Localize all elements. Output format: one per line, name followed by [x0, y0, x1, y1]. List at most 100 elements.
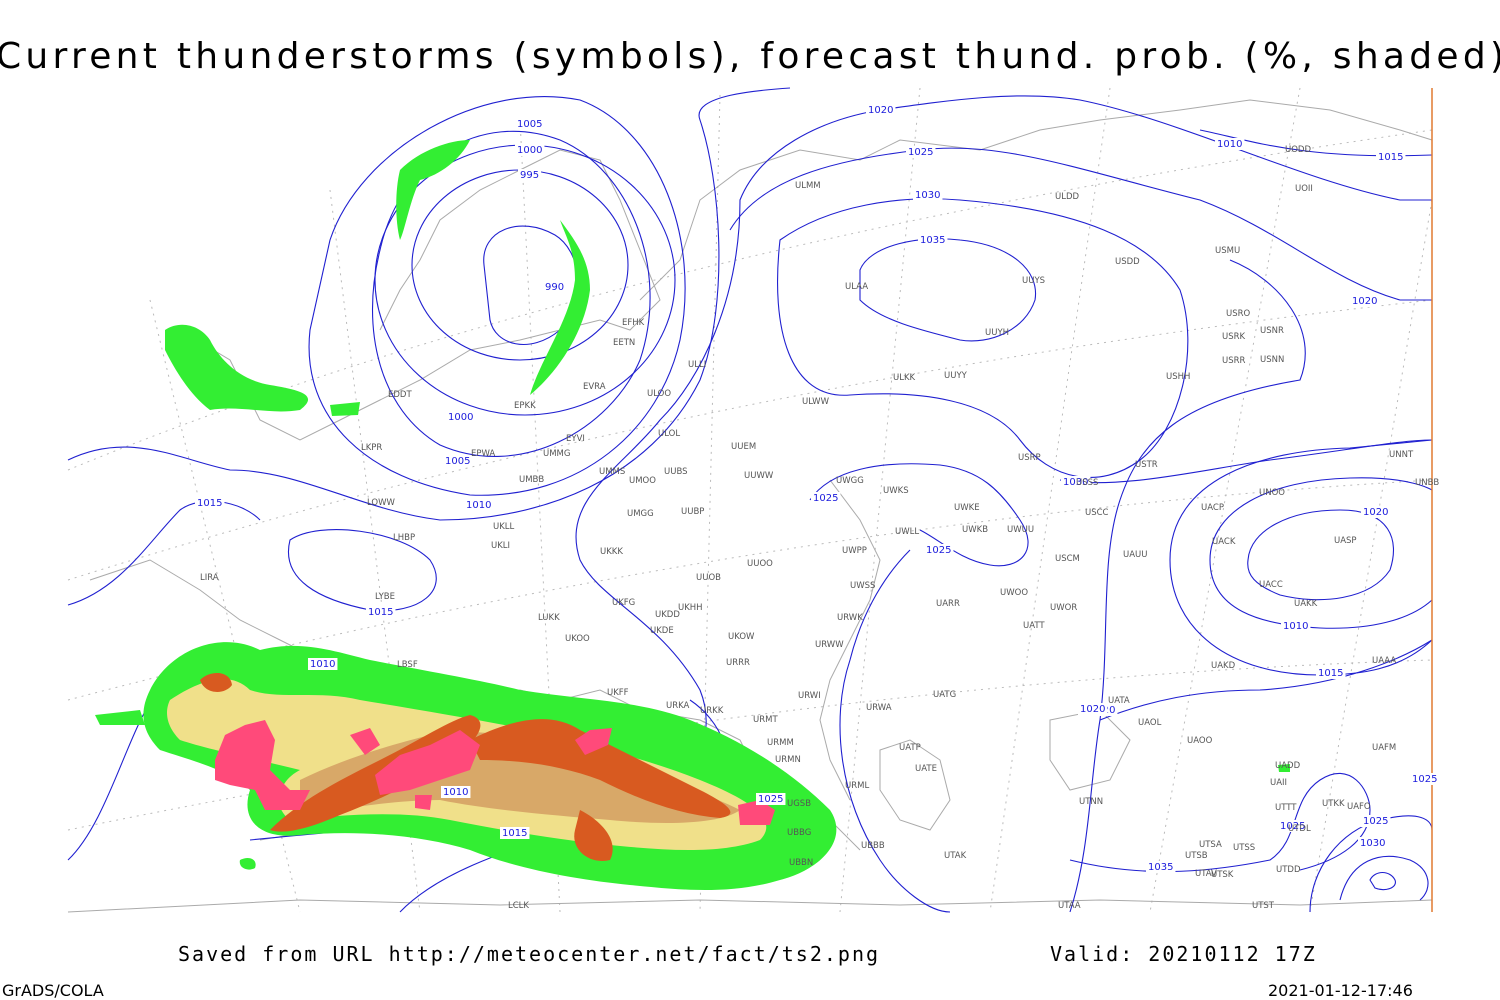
station-label: UKKK [600, 547, 623, 557]
station-label: ULDD [1055, 192, 1080, 202]
station-label: UWSS [850, 581, 875, 591]
isobar-label-bg [913, 189, 943, 201]
isobar-label-bg [1061, 476, 1091, 488]
isobar-label: 1020 [1352, 296, 1377, 307]
isobar-label-bg [308, 658, 338, 670]
station-label: UKOW [728, 632, 755, 642]
isobar-label-bg [1078, 703, 1108, 715]
isobar-label: 1025 [758, 794, 783, 805]
station-label: LBSF [397, 660, 418, 670]
isobar-label-bg [1376, 151, 1406, 163]
station-label: UUYH [985, 328, 1009, 338]
station-label: UUEM [731, 442, 756, 452]
station-label: ULOL [658, 429, 680, 439]
station-label: UTNN [1079, 797, 1103, 807]
station-label: UATE [915, 764, 937, 774]
station-label: UMMS [599, 467, 625, 477]
isobar-label: 1010 [310, 659, 335, 670]
station-label: UODD [1285, 145, 1311, 155]
station-label: UKFG [612, 598, 635, 608]
station-label: UAOL [1138, 718, 1162, 728]
station-label: UKLL [493, 522, 515, 532]
station-label: EETN [613, 338, 635, 348]
station-label: LOWW [367, 498, 396, 508]
station-label: UMGG [627, 509, 654, 519]
station-label: URMT [753, 715, 778, 725]
station-label: LUKK [538, 613, 560, 623]
station-label: UAOO [1187, 736, 1213, 746]
station-label: UAUU [1123, 550, 1147, 560]
station-label: URML [845, 781, 869, 791]
station-label: UMBB [519, 475, 544, 485]
station-label: ULAA [845, 282, 868, 292]
isobar-label: 1020 [868, 105, 893, 116]
station-label: USCM [1055, 554, 1080, 564]
station-label: URMM [767, 738, 794, 748]
station-label: USRP [1018, 453, 1041, 463]
station-label: UASP [1334, 536, 1357, 546]
isobar-label-bg [446, 411, 476, 423]
isobar-label: 1035 [920, 235, 945, 246]
station-label: UAKK [1294, 599, 1318, 609]
station-label: UTDD [1276, 865, 1301, 875]
station-label: UNNT [1389, 450, 1414, 460]
station-label: LYBE [375, 592, 395, 602]
isobar-label-bg [756, 793, 786, 805]
station-label: UARR [936, 599, 960, 609]
station-label: EFHK [622, 318, 645, 328]
isobar-label: 1020 [1363, 507, 1388, 518]
station-label: UBBB [861, 841, 885, 851]
station-label: UUWW [744, 471, 774, 481]
station-label: UUBP [681, 507, 704, 517]
isobar-label: 102 [0, 0, 19, 3]
station-label: UACP [1201, 503, 1224, 513]
isobar-label: 1000 [517, 145, 542, 156]
title: Current thunderstorms (symbols), forecas… [0, 36, 1500, 77]
station-label: ULOO [647, 389, 671, 399]
isobar-label: 1010 [466, 500, 491, 511]
isobar-label-bg [515, 144, 545, 156]
station-label: URKK [700, 706, 724, 716]
station-label: URMN [775, 755, 801, 765]
station-label: UAAA [1372, 656, 1396, 666]
station-label: UATG [933, 690, 956, 700]
station-label: UUYS [1022, 276, 1045, 286]
station-label: UAKD [1211, 661, 1236, 671]
station-label: ULWW [802, 397, 830, 407]
station-label: UBBG [787, 828, 811, 838]
station-label: UTSA [1199, 840, 1222, 850]
station-label: UATT [1023, 621, 1045, 631]
station-label: UATA [1108, 696, 1130, 706]
station-label: UWKB [962, 525, 988, 535]
isobar-label-bg [1281, 620, 1311, 632]
isobar-label-bg [811, 492, 841, 504]
station-label: UTSB [1185, 851, 1208, 861]
station-label: USHH [1166, 372, 1190, 382]
station-label: URWI [798, 691, 821, 701]
isobar-label-bg [906, 146, 936, 158]
station-label: USRR [1222, 356, 1246, 366]
station-label: UNBB [1415, 478, 1439, 488]
station-label: UMMG [543, 449, 570, 459]
station-label: EVRA [583, 382, 606, 392]
station-label: UNOO [1259, 488, 1285, 498]
isobar-label-bg [1410, 773, 1440, 785]
station-label: USMU [1215, 246, 1240, 256]
station-label: URKA [666, 701, 690, 711]
isobar-label-bg [464, 499, 494, 511]
station-label: UATP [899, 743, 921, 753]
isobar-label: 1015 [1378, 152, 1403, 163]
station-label: UTAK [944, 851, 967, 861]
isobar-label: 1015 [197, 498, 222, 509]
isobar-label: 1015 [368, 607, 393, 618]
station-label: UTSK [1211, 870, 1234, 880]
isobar-label: 1030 [1360, 838, 1385, 849]
station-label: UAFM [1372, 743, 1396, 753]
station-label: EYVI [566, 434, 585, 444]
isobar-label: 1015 [502, 828, 527, 839]
station-label: UWUU [1007, 525, 1034, 535]
station-label: URWW [815, 640, 844, 650]
isobar-label: 1025 [1412, 774, 1437, 785]
isobar-label-bg [518, 169, 542, 181]
